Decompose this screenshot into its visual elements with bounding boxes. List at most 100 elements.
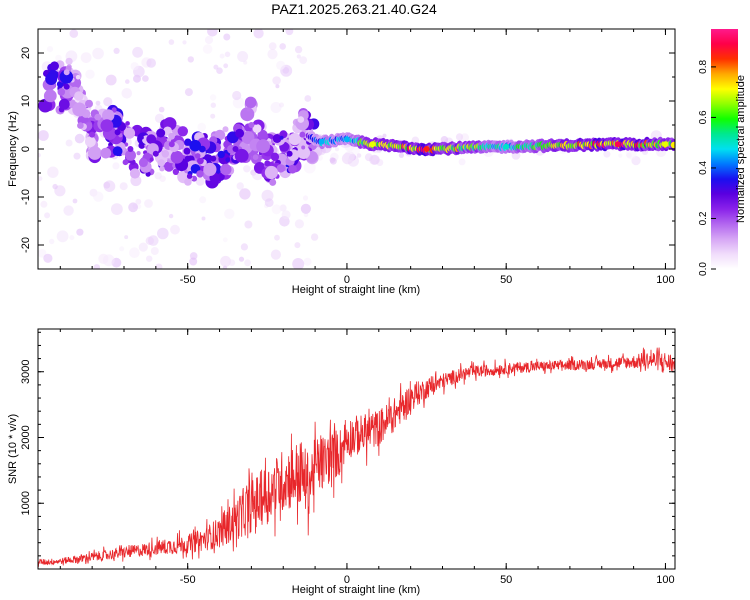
heatmap-cell (244, 220, 253, 229)
heatmap-cell (138, 158, 148, 168)
heatmap-cell (458, 158, 466, 166)
snr-x-label: Height of straight line (km) (292, 584, 420, 596)
heatmap-cell (301, 145, 306, 150)
heatmap-cell (111, 203, 123, 216)
heatmap-cell (158, 106, 165, 113)
heatmap-cell (220, 255, 232, 267)
heatmap-cell (43, 89, 57, 103)
y-tick-label: 3000 (20, 359, 32, 383)
heatmap-cell (276, 60, 286, 70)
heatmap-cell (142, 75, 149, 82)
heatmap-cell (256, 139, 270, 154)
heatmap-cell (45, 73, 58, 85)
heatmap-peak (248, 122, 255, 128)
heatmap-cell (43, 253, 53, 263)
heatmap-cell (191, 175, 198, 182)
heatmap-cell (155, 263, 163, 269)
heatmap-cell (603, 150, 611, 158)
heatmap-cell (252, 154, 259, 160)
heatmap-cell (219, 53, 225, 59)
heatmap-cell (625, 148, 637, 160)
heatmap-cell (172, 168, 180, 175)
heatmap-cell (156, 128, 166, 138)
y-tick-label: -20 (20, 237, 32, 253)
heatmap-cell (310, 233, 319, 241)
colorbar-tick-label: 0.4 (698, 161, 709, 175)
heatmap-cell (144, 199, 153, 208)
heatmap-cell (157, 227, 169, 240)
y-tick-label: -10 (20, 189, 32, 205)
heatmap-cell (59, 70, 74, 84)
heatmap-cell (252, 124, 262, 133)
heatmap-cell (157, 159, 165, 167)
heatmap-cell (103, 97, 113, 107)
snr-panel: -50 0 50 100 1000 2000 3000 Height of straigh… (7, 328, 676, 596)
heatmap-cell (299, 56, 308, 64)
heatmap-cell (285, 29, 294, 36)
spectrogram-y-ticks: -20 -10 0 10 20 (20, 28, 675, 270)
heatmap-peak (503, 143, 510, 150)
heatmap-cell (168, 132, 176, 140)
spectrogram-x-label: Height of straight line (km) (292, 284, 420, 296)
heatmap-cell (294, 219, 304, 229)
heatmap-cell (113, 47, 120, 55)
heatmap-cell (300, 203, 311, 214)
heatmap-cell (72, 102, 87, 117)
heatmap-cell (189, 257, 198, 266)
colorbar-tick-label: 0.2 (698, 211, 709, 225)
heatmap-cell (63, 205, 74, 216)
heatmap-cell (343, 151, 355, 162)
heatmap-cell (225, 157, 231, 163)
heatmap-peak (286, 150, 293, 157)
heatmap-cell (146, 58, 156, 68)
heatmap-cell (58, 98, 70, 110)
heatmap-cell (279, 102, 284, 108)
heatmap-cell (216, 67, 223, 74)
heatmap-cell (257, 129, 268, 140)
heatmap-cell (243, 165, 251, 173)
heatmap-cell (207, 29, 218, 37)
heatmap-cell (275, 84, 280, 89)
heatmap-cell (210, 113, 216, 119)
heatmap-cell (100, 119, 114, 132)
heatmap-cell (239, 188, 251, 200)
colorbar: 0.0 0.2 0.4 0.6 0.8 Normalized spectral ampl… (698, 29, 747, 276)
heatmap-cell (253, 120, 259, 125)
heatmap-cell (220, 163, 232, 176)
heatmap-cell (102, 254, 115, 267)
x-tick-label: 100 (656, 274, 674, 286)
heatmap-cell (297, 146, 311, 159)
spectrogram-x-ticks: -50 0 50 100 (59, 29, 675, 286)
heatmap-cell (270, 249, 281, 260)
heatmap-cell (184, 88, 193, 97)
heatmap-cell (209, 94, 217, 101)
heatmap-cell (303, 257, 312, 266)
snr-series-line (38, 347, 675, 567)
heatmap-cell (88, 146, 102, 160)
heatmap-cell (47, 166, 59, 178)
y-tick-label: 0 (20, 146, 32, 152)
heatmap-cell (272, 76, 281, 85)
heatmap-cell (49, 238, 55, 245)
heatmap-peak (210, 155, 217, 162)
heatmap-cell (201, 216, 206, 221)
heatmap-cell (125, 79, 130, 84)
figure-title: PAZ1.2025.263.21.40.G24 (271, 1, 437, 17)
x-tick-label: 50 (500, 574, 512, 586)
heatmap-cell (85, 99, 93, 108)
heatmap-cell (302, 195, 309, 201)
heatmap-cell (356, 153, 362, 158)
heatmap-cell (163, 126, 173, 136)
heatmap-cell (52, 183, 58, 190)
heatmap-cell (125, 121, 130, 126)
heatmap-cell (304, 95, 312, 102)
heatmap-cell (183, 147, 191, 155)
heatmap-cell (294, 45, 303, 54)
heatmap-cell (69, 29, 79, 38)
heatmap-cell (168, 39, 175, 45)
heatmap-cell (455, 133, 464, 141)
heatmap-cell (398, 152, 404, 158)
heatmap-cell (244, 96, 257, 109)
heatmap-cell (197, 122, 206, 132)
heatmap-cell (74, 133, 85, 144)
